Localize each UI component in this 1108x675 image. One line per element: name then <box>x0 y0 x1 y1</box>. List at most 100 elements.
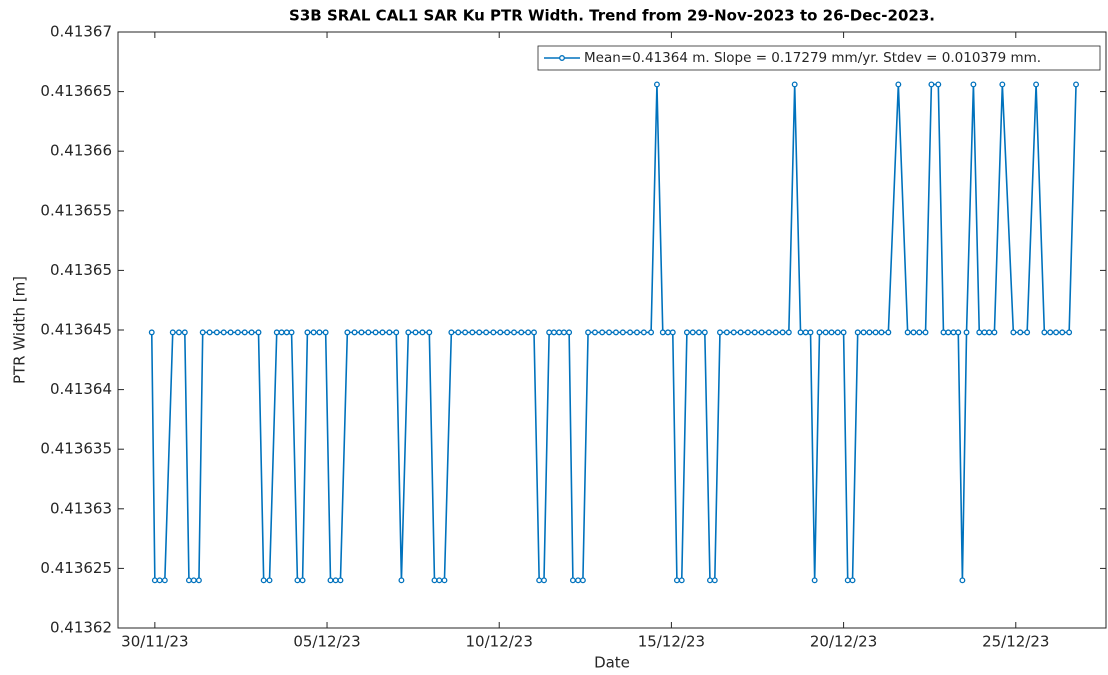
data-point <box>441 577 448 584</box>
data-point <box>828 329 835 336</box>
data-point <box>156 577 163 584</box>
data-point <box>337 577 344 584</box>
data-point <box>504 329 511 336</box>
legend-label: Mean=0.41364 m. Slope = 0.17279 mm/yr. S… <box>584 50 1041 66</box>
data-point <box>455 329 462 336</box>
data-point <box>372 329 379 336</box>
data-point <box>266 577 273 584</box>
data-point <box>1010 329 1017 336</box>
x-tick-label: 10/12/23 <box>466 633 533 651</box>
data-point <box>419 329 426 336</box>
data-point <box>462 329 469 336</box>
data-point <box>566 329 573 336</box>
data-point <box>490 329 497 336</box>
data-point <box>834 329 841 336</box>
data-point <box>866 329 873 336</box>
data-point <box>551 329 557 336</box>
data-point <box>405 329 412 336</box>
data-point <box>678 577 685 584</box>
data-point <box>950 329 957 336</box>
data-point <box>999 81 1006 88</box>
data-point <box>807 329 814 336</box>
data-point <box>928 81 935 88</box>
data-point <box>379 329 386 336</box>
data-point <box>653 81 660 88</box>
data-point <box>199 329 206 336</box>
data-point <box>669 329 676 336</box>
data-point <box>878 329 885 336</box>
data-point <box>916 329 923 336</box>
data-point <box>940 329 947 336</box>
data-point <box>634 329 640 336</box>
x-tick-label: 05/12/23 <box>293 633 360 651</box>
data-point <box>469 329 476 336</box>
y-tick-label: 0.41367 <box>50 23 112 41</box>
data-point <box>327 577 334 584</box>
y-tick-label: 0.413635 <box>40 440 112 458</box>
data-point <box>426 329 433 336</box>
data-point <box>185 577 192 584</box>
data-point <box>963 329 970 336</box>
data-point <box>1059 329 1066 336</box>
x-tick-label: 30/11/23 <box>121 633 188 651</box>
data-point <box>986 329 993 336</box>
data-point <box>765 329 772 336</box>
data-point <box>711 577 718 584</box>
y-tick-label: 0.413655 <box>40 201 112 219</box>
data-point <box>579 577 586 584</box>
legend-box <box>537 45 1101 71</box>
data-point <box>299 577 306 584</box>
data-point <box>476 329 483 336</box>
data-point <box>483 329 490 336</box>
data-point <box>169 329 176 336</box>
data-point <box>344 329 351 336</box>
data-point <box>148 329 155 336</box>
data-point <box>536 577 543 584</box>
y-tick-label: 0.413625 <box>40 559 112 577</box>
data-point <box>730 329 737 336</box>
data-point <box>1041 329 1048 336</box>
y-tick-label: 0.41365 <box>50 261 112 279</box>
data-point <box>1047 329 1054 336</box>
data-point <box>310 329 317 336</box>
data-point <box>1066 329 1073 336</box>
data-point <box>412 329 419 336</box>
data-point <box>585 329 592 336</box>
data-point <box>606 329 613 336</box>
data-point <box>707 577 713 584</box>
y-tick-label: 0.413645 <box>40 321 112 339</box>
data-point <box>561 329 567 336</box>
data-point <box>575 577 582 584</box>
y-tick-label: 0.413665 <box>40 82 112 100</box>
data-point <box>758 329 765 336</box>
data-point <box>531 329 537 336</box>
data-point <box>816 329 823 336</box>
data-point <box>860 329 867 336</box>
data-point <box>255 329 262 336</box>
data-point <box>151 577 158 584</box>
data-point <box>332 577 339 584</box>
data-point <box>659 329 666 336</box>
data-point <box>648 329 655 336</box>
x-tick-label: 15/12/23 <box>638 633 705 651</box>
data-point <box>436 577 443 584</box>
y-tick-label: 0.41363 <box>50 499 112 517</box>
data-point <box>840 329 847 336</box>
data-point <box>737 329 744 336</box>
data-point <box>386 329 393 336</box>
y-axis-label: PTR Width [m] <box>11 276 29 384</box>
data-point <box>696 329 702 336</box>
data-point <box>785 329 792 336</box>
data-point <box>304 329 311 336</box>
data-point <box>723 329 730 336</box>
data-point <box>525 329 532 336</box>
data-point <box>970 81 977 88</box>
data-point <box>273 329 280 336</box>
chart-title: S3B SRAL CAL1 SAR Ku PTR Width. Trend fr… <box>289 7 935 25</box>
data-point <box>431 577 438 584</box>
data-point <box>895 81 902 88</box>
data-point <box>1024 329 1031 336</box>
data-point <box>448 329 455 336</box>
data-point <box>613 329 619 336</box>
data-point <box>322 329 329 336</box>
